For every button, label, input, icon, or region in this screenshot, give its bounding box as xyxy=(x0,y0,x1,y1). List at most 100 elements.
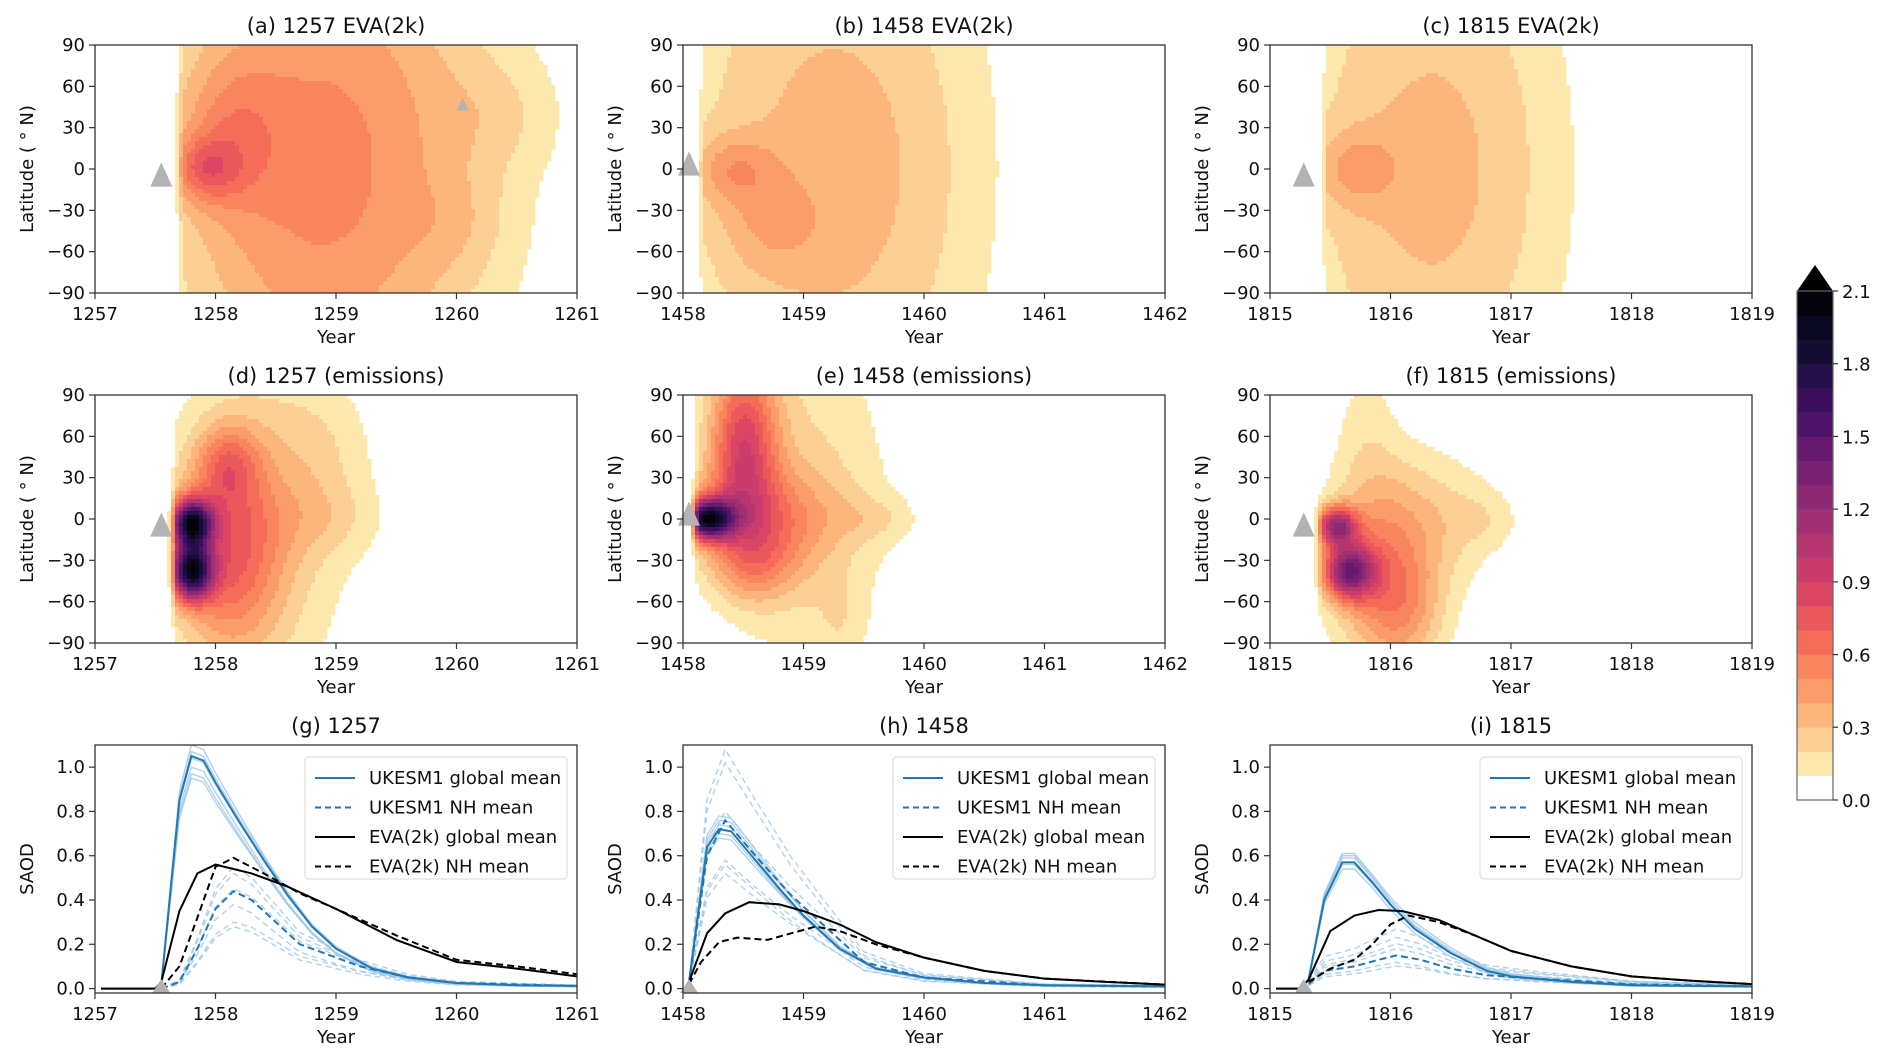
contour-cell xyxy=(339,241,344,246)
contour-cell xyxy=(415,257,420,262)
contour-cell xyxy=(175,209,180,214)
contour-cell xyxy=(443,117,448,122)
contour-cell xyxy=(271,249,276,254)
contour-cell xyxy=(443,141,448,146)
contour-cell xyxy=(363,245,368,250)
contour-cell xyxy=(383,233,388,238)
contour-cell xyxy=(303,125,308,130)
contour-cell xyxy=(427,113,432,118)
contour-cell xyxy=(427,93,432,98)
contour-cell xyxy=(207,65,212,70)
contour-cell xyxy=(431,197,436,202)
contour-cell xyxy=(455,117,460,122)
contour-cell xyxy=(491,45,496,50)
contour-cell xyxy=(499,201,504,206)
contour-cell xyxy=(435,125,440,130)
contour-cell xyxy=(535,105,540,110)
contour-cell xyxy=(463,65,468,70)
contour-cell xyxy=(179,145,184,150)
contour-cell xyxy=(263,93,268,98)
contour-cell xyxy=(187,89,192,94)
contour-cell xyxy=(271,245,276,250)
contour-cell xyxy=(175,181,180,186)
contour-cell xyxy=(527,229,532,234)
contour-cell xyxy=(375,57,380,62)
contour-cell xyxy=(207,153,212,158)
contour-cell xyxy=(539,109,544,114)
contour-cell xyxy=(175,149,180,154)
contour-cell xyxy=(207,197,212,202)
contour-cell xyxy=(431,97,436,102)
contour-cell xyxy=(459,157,464,162)
contour-cell xyxy=(371,253,376,258)
contour-cell xyxy=(359,237,364,242)
contour-cell xyxy=(515,141,520,146)
contour-cell xyxy=(359,105,364,110)
contour-cell xyxy=(359,177,364,182)
contour-cell xyxy=(243,133,248,138)
contour-cell xyxy=(471,165,476,170)
contour-cell xyxy=(323,65,328,70)
contour-cell xyxy=(435,153,440,158)
contour-cell xyxy=(455,161,460,166)
contour-cell xyxy=(499,113,504,118)
contour-cell xyxy=(219,253,224,258)
contour-cell xyxy=(427,61,432,66)
contour-cell xyxy=(235,153,240,158)
contour-cell xyxy=(243,241,248,246)
contour-cell xyxy=(495,141,500,146)
contour-cell xyxy=(419,57,424,62)
contour-cell xyxy=(359,109,364,114)
contour-cell xyxy=(475,125,480,130)
contour-cell xyxy=(323,221,328,226)
contour-cell xyxy=(427,81,432,86)
contour-cell xyxy=(463,129,468,134)
contour-cell xyxy=(231,253,236,258)
contour-cell xyxy=(279,189,284,194)
contour-cell xyxy=(467,85,472,90)
contour-cell xyxy=(343,49,348,54)
contour-cell xyxy=(359,65,364,70)
contour-cell xyxy=(367,149,372,154)
contour-cell xyxy=(451,85,456,90)
contour-cell xyxy=(231,81,236,86)
contour-cell xyxy=(291,201,296,206)
contour-cell xyxy=(511,141,516,146)
contour-cell xyxy=(247,225,252,230)
contour-cell xyxy=(347,237,352,242)
contour-cell xyxy=(367,229,372,234)
contour-cell xyxy=(335,101,340,106)
contour-cell xyxy=(355,129,360,134)
contour-cell xyxy=(479,153,484,158)
contour-cell xyxy=(323,173,328,178)
contour-cell xyxy=(199,117,204,122)
contour-cell xyxy=(371,249,376,254)
contour-cell xyxy=(207,141,212,146)
contour-cell xyxy=(427,205,432,210)
contour-cell xyxy=(475,117,480,122)
contour-cell xyxy=(227,137,232,142)
contour-cell xyxy=(387,161,392,166)
contour-cell xyxy=(339,49,344,54)
contour-cell xyxy=(347,225,352,230)
contour-cell xyxy=(291,113,296,118)
contour-cell xyxy=(507,133,512,138)
contour-cell xyxy=(419,205,424,210)
contour-cell xyxy=(451,253,456,258)
contour-cell xyxy=(287,153,292,158)
contour-cell xyxy=(299,77,304,82)
contour-cell xyxy=(415,173,420,178)
contour-cell xyxy=(467,205,472,210)
contour-cell xyxy=(275,145,280,150)
contour-cell xyxy=(363,117,368,122)
contour-cell xyxy=(415,69,420,74)
contour-cell xyxy=(307,209,312,214)
contour-cell xyxy=(355,225,360,230)
contour-cell xyxy=(403,153,408,158)
contour-cell xyxy=(263,57,268,62)
contour-cell xyxy=(527,105,532,110)
contour-cell xyxy=(423,225,428,230)
contour-cell xyxy=(455,69,460,74)
contour-cell xyxy=(375,145,380,150)
contour-cell xyxy=(303,193,308,198)
